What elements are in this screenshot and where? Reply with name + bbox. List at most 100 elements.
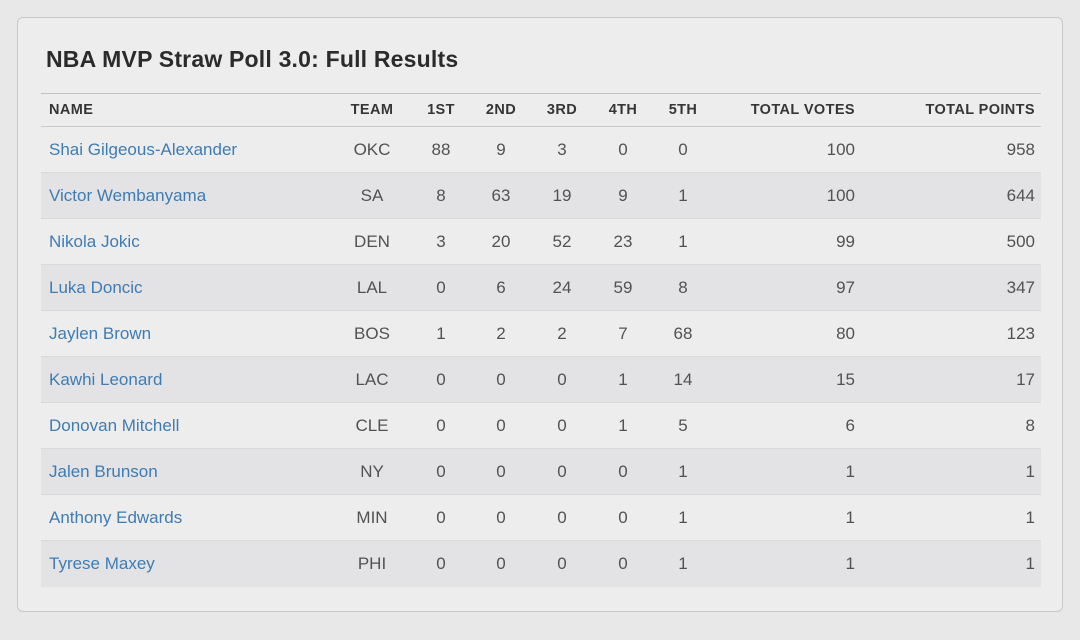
results-card: NBA MVP Straw Poll 3.0: Full Results NAM…: [17, 17, 1063, 612]
cell-fifth: 0: [678, 139, 688, 159]
cell-second: 0: [496, 461, 506, 481]
cell-third: 0: [557, 415, 567, 435]
cell-fifth: 68: [673, 323, 693, 343]
player-link[interactable]: Luka Doncic: [49, 277, 143, 297]
cell-fourth: 59: [613, 277, 633, 297]
cell-second: 0: [496, 369, 506, 389]
cell-total_points: 500: [1006, 231, 1035, 251]
cell-total_votes: 97: [836, 277, 855, 297]
cell-total_votes: 99: [836, 231, 855, 251]
cell-first: 0: [436, 461, 446, 481]
cell-second: 2: [496, 323, 506, 343]
table-row: Jalen Brunson NY 0 0 0 0 1 1 1: [41, 448, 1041, 495]
cell-fourth: 7: [618, 323, 628, 343]
cell-name: Tyrese Maxey: [41, 541, 333, 587]
results-table: NAME TEAM 1ST 2ND 3RD 4TH 5TH TOTAL VOTES TOTAL …: [41, 93, 1041, 587]
cell-third: 0: [557, 507, 567, 527]
table-row: Luka Doncic LAL 0 6 24 59 8 97 347: [41, 264, 1041, 311]
cell-name: Anthony Edwards: [41, 495, 333, 541]
player-link[interactable]: Anthony Edwards: [49, 507, 183, 527]
cell-first: 8: [436, 185, 446, 205]
cell-team: PHI: [357, 553, 387, 573]
cell-second: 20: [491, 231, 511, 251]
cell-total_points: 1: [1025, 507, 1035, 527]
cell-name: Luka Doncic: [41, 265, 333, 311]
column-header-second: 2ND: [485, 102, 517, 118]
table-body: Shai Gilgeous-Alexander OKC 88 9 3 0 0 100 958 Vi…: [41, 127, 1041, 587]
cell-name: Shai Gilgeous-Alexander: [41, 127, 333, 173]
cell-fifth: 1: [678, 461, 688, 481]
column-header-total_points: TOTAL POINTS: [925, 102, 1035, 118]
cell-fourth: 0: [618, 553, 628, 573]
cell-name: Kawhi Leonard: [41, 357, 333, 403]
player-link[interactable]: Donovan Mitchell: [49, 415, 180, 435]
cell-total_votes: 15: [836, 369, 855, 389]
cell-fifth: 14: [673, 369, 693, 389]
cell-first: 0: [436, 369, 446, 389]
cell-fourth: 0: [618, 139, 628, 159]
cell-fourth: 1: [618, 415, 628, 435]
cell-total_votes: 1: [845, 553, 855, 573]
cell-fifth: 8: [678, 277, 688, 297]
cell-team: BOS: [354, 323, 390, 343]
cell-first: 88: [431, 139, 451, 159]
table-row: Victor Wembanyama SA 8 63 19 9 1 100 644: [41, 172, 1041, 219]
cell-first: 0: [436, 507, 446, 527]
cell-third: 52: [552, 231, 572, 251]
cell-total_votes: 80: [836, 323, 855, 343]
cell-total_points: 123: [1006, 323, 1035, 343]
cell-total_points: 347: [1006, 277, 1035, 297]
cell-total_votes: 6: [845, 415, 855, 435]
cell-total_points: 958: [1006, 139, 1035, 159]
cell-total_votes: 100: [826, 139, 855, 159]
column-header-team: TEAM: [350, 102, 394, 118]
cell-third: 19: [552, 185, 572, 205]
cell-second: 0: [496, 415, 506, 435]
cell-total_points: 17: [1016, 369, 1035, 389]
cell-total_points: 644: [1006, 185, 1035, 205]
cell-second: 9: [496, 139, 506, 159]
cell-second: 6: [496, 277, 506, 297]
cell-first: 0: [436, 553, 446, 573]
cell-third: 2: [557, 323, 567, 343]
cell-fifth: 1: [678, 553, 688, 573]
cell-first: 3: [436, 231, 446, 251]
player-link[interactable]: Shai Gilgeous-Alexander: [49, 139, 238, 159]
table-row: Shai Gilgeous-Alexander OKC 88 9 3 0 0 100 958: [41, 127, 1041, 173]
cell-name: Jalen Brunson: [41, 449, 333, 495]
player-link[interactable]: Victor Wembanyama: [49, 185, 207, 205]
cell-third: 0: [557, 369, 567, 389]
column-header-total_votes: TOTAL VOTES: [750, 102, 855, 118]
table-row: Anthony Edwards MIN 0 0 0 0 1 1 1: [41, 494, 1041, 541]
player-link[interactable]: Nikola Jokic: [49, 231, 140, 251]
column-header-name: NAME: [49, 102, 94, 118]
player-link[interactable]: Jalen Brunson: [49, 461, 158, 481]
column-header-first: 1ST: [427, 102, 455, 118]
table-row: Jaylen Brown BOS 1 2 2 7 68 80 123: [41, 310, 1041, 357]
header-row: NAME TEAM 1ST 2ND 3RD 4TH 5TH TOTAL VOTES TOTAL …: [41, 93, 1041, 127]
cell-third: 24: [552, 277, 572, 297]
cell-team: DEN: [354, 231, 390, 251]
player-link[interactable]: Tyrese Maxey: [49, 553, 155, 573]
player-link[interactable]: Jaylen Brown: [49, 323, 152, 343]
cell-fourth: 1: [618, 369, 628, 389]
cell-team: CLE: [355, 415, 389, 435]
column-header-fifth: 5TH: [668, 102, 698, 118]
column-header-fourth: 4TH: [608, 102, 638, 118]
cell-name: Jaylen Brown: [41, 311, 333, 357]
cell-third: 0: [557, 553, 567, 573]
cell-total_votes: 100: [826, 185, 855, 205]
cell-name: Donovan Mitchell: [41, 403, 333, 449]
player-link[interactable]: Kawhi Leonard: [49, 369, 163, 389]
cell-team: SA: [360, 185, 384, 205]
cell-team: MIN: [356, 507, 388, 527]
cell-fifth: 1: [678, 231, 688, 251]
cell-fourth: 0: [618, 461, 628, 481]
cell-team: OKC: [353, 139, 391, 159]
cell-fifth: 1: [678, 185, 688, 205]
cell-total_votes: 1: [845, 461, 855, 481]
cell-first: 0: [436, 277, 446, 297]
table-head: NAME TEAM 1ST 2ND 3RD 4TH 5TH TOTAL VOTES TOTAL …: [41, 93, 1041, 127]
cell-total_points: 1: [1025, 461, 1035, 481]
